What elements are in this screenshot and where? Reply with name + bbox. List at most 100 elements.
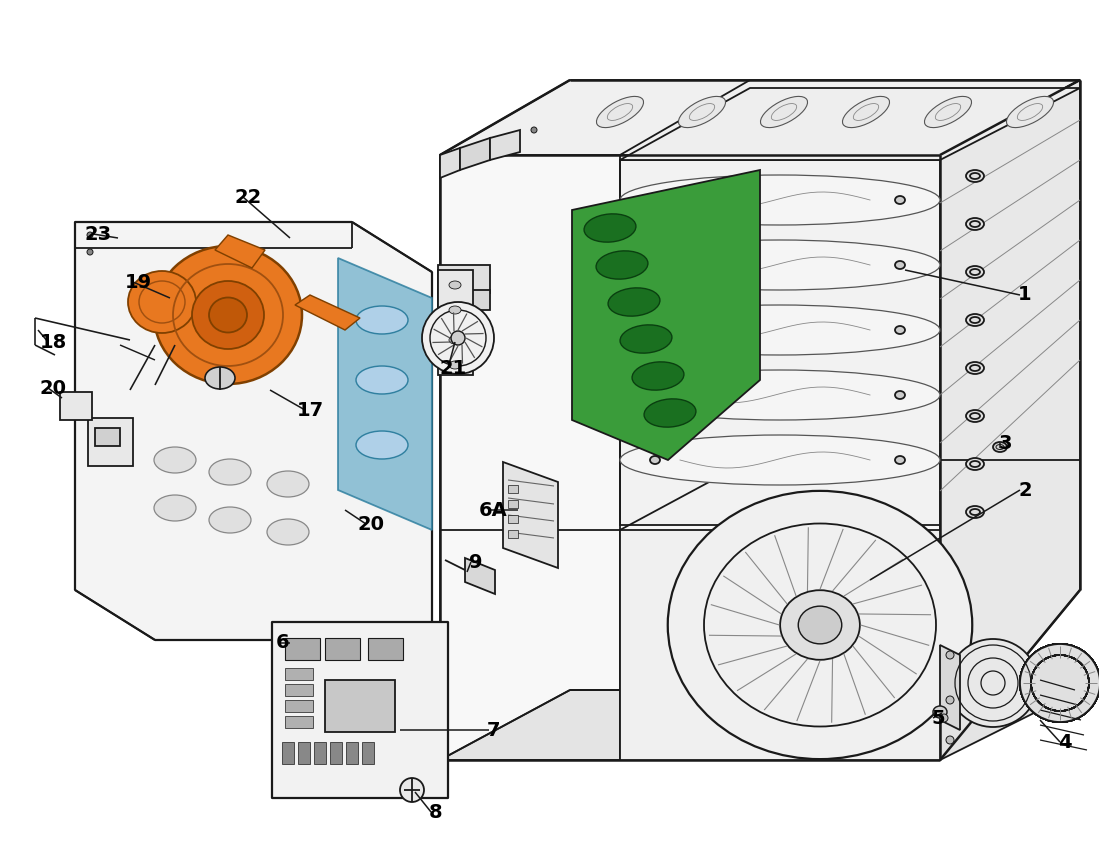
Bar [285, 668, 313, 680]
Ellipse shape [620, 435, 940, 485]
Ellipse shape [209, 507, 251, 533]
Ellipse shape [1007, 97, 1054, 128]
Ellipse shape [650, 196, 660, 204]
Ellipse shape [1020, 644, 1099, 722]
Ellipse shape [1020, 644, 1099, 722]
Ellipse shape [422, 302, 493, 374]
Polygon shape [440, 148, 460, 178]
Ellipse shape [761, 97, 808, 128]
Ellipse shape [1020, 644, 1099, 722]
Bar [285, 638, 320, 660]
Ellipse shape [895, 391, 904, 399]
Ellipse shape [1020, 644, 1099, 722]
Ellipse shape [597, 97, 644, 128]
Ellipse shape [966, 266, 984, 278]
Polygon shape [271, 622, 448, 798]
Ellipse shape [966, 506, 984, 518]
Polygon shape [465, 558, 495, 594]
Ellipse shape [449, 336, 460, 344]
Polygon shape [215, 235, 265, 268]
Ellipse shape [1020, 644, 1099, 722]
Ellipse shape [933, 706, 947, 718]
Ellipse shape [924, 97, 972, 128]
Text: 17: 17 [297, 401, 323, 419]
Ellipse shape [993, 442, 1007, 452]
Bar [362, 742, 374, 764]
Text: 23: 23 [85, 224, 112, 243]
Ellipse shape [946, 736, 954, 744]
Ellipse shape [451, 331, 465, 345]
Ellipse shape [1020, 644, 1099, 722]
Text: 7: 7 [487, 721, 501, 740]
Ellipse shape [966, 218, 984, 230]
Ellipse shape [843, 97, 889, 128]
Polygon shape [440, 690, 1080, 760]
Ellipse shape [966, 362, 984, 374]
Ellipse shape [87, 249, 93, 255]
Text: 20: 20 [40, 378, 67, 397]
Polygon shape [620, 160, 940, 525]
Polygon shape [940, 80, 1080, 760]
Bar [330, 742, 342, 764]
Bar [298, 742, 310, 764]
Bar [346, 742, 358, 764]
Ellipse shape [1020, 644, 1099, 722]
Bar [325, 680, 395, 732]
Text: 21: 21 [440, 359, 467, 377]
Ellipse shape [650, 456, 660, 464]
Polygon shape [490, 130, 520, 160]
Ellipse shape [895, 456, 904, 464]
Ellipse shape [154, 495, 196, 521]
Ellipse shape [596, 251, 648, 279]
Polygon shape [338, 258, 432, 530]
Ellipse shape [449, 281, 460, 289]
Bar [60, 392, 92, 420]
Text: 3: 3 [998, 433, 1012, 453]
Ellipse shape [620, 325, 671, 354]
Ellipse shape [608, 288, 659, 316]
Bar [439, 290, 490, 310]
Ellipse shape [449, 361, 460, 369]
Bar [88, 418, 133, 466]
Text: 8: 8 [430, 803, 443, 822]
Ellipse shape [400, 778, 424, 802]
Ellipse shape [620, 175, 940, 225]
Ellipse shape [966, 314, 984, 326]
Ellipse shape [584, 214, 636, 242]
Ellipse shape [531, 127, 537, 133]
Polygon shape [295, 295, 360, 330]
Ellipse shape [209, 459, 251, 485]
Ellipse shape [650, 261, 660, 269]
Ellipse shape [650, 326, 660, 334]
Ellipse shape [946, 696, 954, 704]
Ellipse shape [620, 240, 940, 290]
Ellipse shape [87, 232, 93, 238]
Bar [508, 515, 518, 523]
Text: 6A: 6A [479, 501, 508, 520]
Polygon shape [620, 530, 940, 760]
Ellipse shape [620, 305, 940, 355]
Text: 1: 1 [1018, 286, 1032, 305]
Ellipse shape [895, 261, 904, 269]
Ellipse shape [154, 246, 302, 384]
Ellipse shape [1020, 644, 1099, 722]
Polygon shape [503, 462, 558, 568]
Ellipse shape [1020, 644, 1099, 722]
Ellipse shape [1020, 644, 1099, 722]
Polygon shape [940, 645, 961, 730]
Ellipse shape [154, 447, 196, 473]
Text: 22: 22 [234, 187, 262, 206]
Bar [325, 638, 360, 660]
Bar [285, 716, 313, 728]
Ellipse shape [780, 590, 859, 660]
Ellipse shape [1020, 644, 1099, 722]
Ellipse shape [644, 399, 696, 427]
Ellipse shape [668, 490, 973, 759]
Bar [508, 485, 518, 493]
Bar [508, 530, 518, 538]
Ellipse shape [966, 170, 984, 182]
Ellipse shape [632, 362, 684, 390]
Text: 18: 18 [40, 332, 67, 352]
Text: 6: 6 [276, 633, 290, 652]
Bar [508, 500, 518, 508]
